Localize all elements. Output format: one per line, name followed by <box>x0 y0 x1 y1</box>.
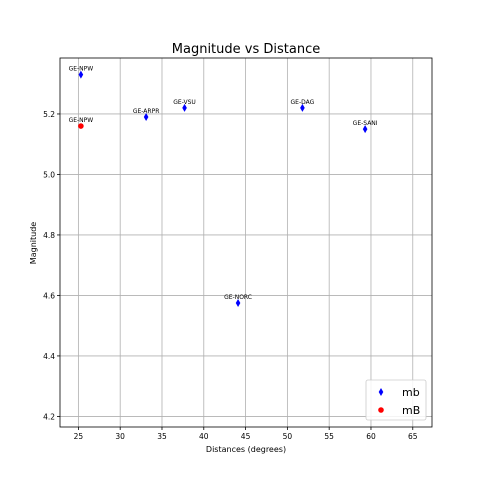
mb-point <box>182 103 187 112</box>
point-label: GE-ARPR <box>133 108 160 115</box>
y-tick-label: 4.8 <box>43 231 55 240</box>
y-axis-label: Magnitude <box>29 222 38 264</box>
x-tick-label: 30 <box>115 432 125 441</box>
y-tick-label: 5.0 <box>43 170 55 179</box>
data-points: GE-NPW GE-ARPR GE-VSU GE-DAG GE-SANI GE-NORC G… <box>69 66 378 307</box>
chart-title: Magnitude vs Distance <box>172 42 320 57</box>
legend-label: mb <box>402 386 420 399</box>
x-tick-label: 55 <box>324 432 334 441</box>
point-label: GE-NPW <box>69 66 94 73</box>
x-tick-label: 60 <box>366 432 376 441</box>
mb-point <box>143 112 149 121</box>
point-label: GE-SANI <box>353 120 378 127</box>
legend: mb mB <box>365 379 427 421</box>
y-tick-label: 5.2 <box>43 110 55 119</box>
grid <box>60 58 432 427</box>
point-label: GE-NORC <box>224 294 252 301</box>
x-tick-label: 40 <box>199 432 209 441</box>
x-tick-label: 45 <box>241 432 251 441</box>
point-label: GE-DAG <box>291 99 315 106</box>
legend-marker-mB <box>378 407 384 413</box>
point-label: GE-VSU <box>173 99 196 106</box>
plot-frame <box>59 57 433 428</box>
x-tick-label: 50 <box>283 432 293 441</box>
axis-ticks: 25 30 35 40 45 50 55 60 65 4.2 4.4 4.6 4.8 5.0 5.2 <box>43 110 418 441</box>
legend-marker-mb <box>378 388 384 396</box>
legend-label: mB <box>402 404 420 417</box>
x-tick-label: 35 <box>157 432 167 441</box>
mb-point <box>78 70 84 79</box>
mb-point <box>300 103 305 112</box>
x-tick-label: 65 <box>408 432 418 441</box>
mb-point <box>362 125 368 134</box>
y-tick-label: 4.6 <box>43 291 55 300</box>
x-tick-label: 25 <box>74 432 84 441</box>
point-label: GE-NPW <box>69 117 94 124</box>
y-tick-label: 4.4 <box>43 352 55 361</box>
mB-point <box>78 123 84 129</box>
x-axis-label: Distances (degrees) <box>206 445 286 454</box>
mb-point <box>235 298 241 307</box>
y-tick-label: 4.2 <box>43 412 55 421</box>
